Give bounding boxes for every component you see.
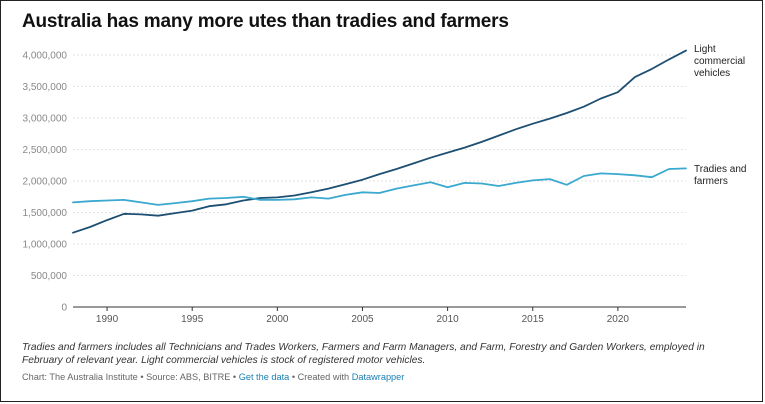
series-label-tradies-and-farmers: Tradies and <box>694 164 746 175</box>
y-tick-label: 3,500,000 <box>23 82 68 93</box>
y-axis-tick-labels: 0 500,000 1,000,000 1,500,000 2,000,000 2,500… <box>23 51 68 314</box>
chart-footer: Chart: The Australia Institute • Source:… <box>22 372 404 382</box>
series-label-tradies-and-farmers: farmers <box>694 176 728 187</box>
series-label-light-commercial-vehicles: vehicles <box>694 68 730 79</box>
chart-note: Tradies and farmers includes all Technic… <box>22 342 705 366</box>
x-tick-label: 2015 <box>522 314 545 325</box>
get-the-data-link[interactable]: Get the data <box>238 372 290 382</box>
x-tick-label: 2020 <box>607 314 630 325</box>
series-lines <box>72 49 687 234</box>
series-label-light-commercial-vehicles: commercial <box>694 56 745 67</box>
footer-separator: • <box>230 372 239 382</box>
x-tick-label: 2000 <box>266 314 289 325</box>
series-line-light-commercial-vehicles <box>72 49 687 234</box>
y-tick-label: 0 <box>61 303 67 314</box>
footer-separator: • <box>137 372 147 382</box>
x-tick-label: 2005 <box>351 314 374 325</box>
x-tick-label: 1990 <box>96 314 119 325</box>
datawrapper-link[interactable]: Datawrapper <box>351 372 405 382</box>
y-tick-label: 1,000,000 <box>23 240 68 251</box>
footer-separator: • <box>289 372 298 382</box>
x-axis-tick-labels: 1990 1995 2000 2005 2010 2015 2020 <box>96 314 630 325</box>
y-tick-label: 500,000 <box>31 271 68 282</box>
series-label-light-commercial-vehicles: Light <box>694 44 716 55</box>
x-tick-label: 2010 <box>436 314 459 325</box>
y-tick-label: 3,000,000 <box>23 114 68 125</box>
footer-source: Source: ABS, BITRE <box>146 372 231 382</box>
y-tick-label: 4,000,000 <box>23 51 68 62</box>
y-tick-label: 1,500,000 <box>23 208 68 219</box>
gridlines <box>73 54 686 311</box>
chart-title: Australia has many more utes than tradie… <box>22 11 509 32</box>
footer-created-with: Created with <box>297 372 352 382</box>
footer-chart-credit: Chart: The Australia Institute <box>22 372 138 382</box>
x-tick-label: 1995 <box>181 314 204 325</box>
y-tick-label: 2,000,000 <box>23 177 68 188</box>
series-line-tradies-and-farmers <box>72 167 687 206</box>
y-tick-label: 2,500,000 <box>23 145 68 156</box>
